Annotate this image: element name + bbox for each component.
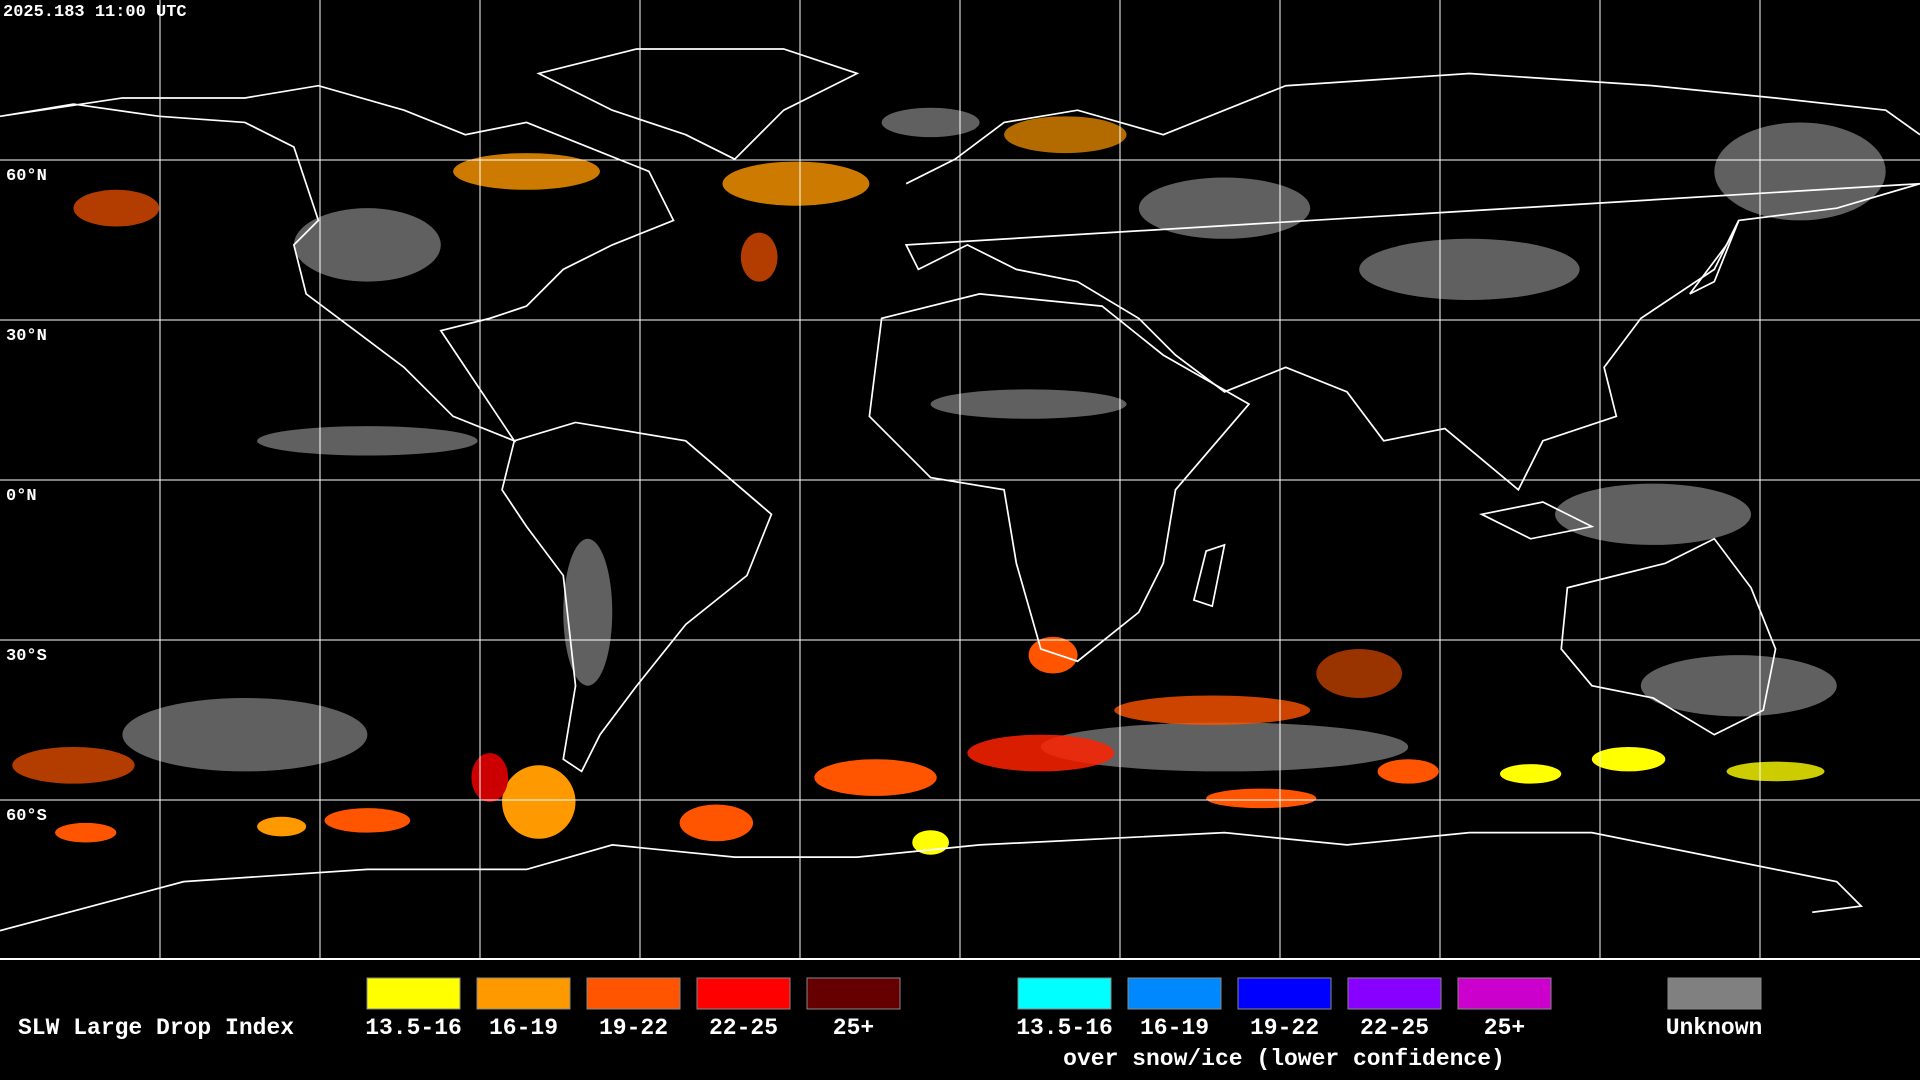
map-layer [0, 48, 1920, 932]
snow-caption: over snow/ice (lower confidence) [1063, 1046, 1505, 1072]
legend-label: 13.5-16 [1016, 1015, 1113, 1041]
latitude-label: 30°S [6, 647, 47, 666]
timestamp: 2025.183 11:00 UTC [3, 3, 187, 22]
legend-swatch [1127, 977, 1222, 1010]
coastlines [0, 48, 1920, 932]
legend-label: 25+ [1484, 1015, 1525, 1041]
legend-swatch [1017, 977, 1112, 1010]
legend-label: 16-19 [489, 1015, 558, 1041]
legend-swatch [806, 977, 901, 1010]
legend-label: 19-22 [1250, 1015, 1319, 1041]
legend-label: 13.5-16 [365, 1015, 462, 1041]
legend-swatch [1237, 977, 1332, 1010]
legend-swatch [366, 977, 461, 1010]
legend-swatch [1667, 977, 1762, 1010]
latitude-label: 60°N [6, 167, 47, 186]
legend-label: 22-25 [709, 1015, 778, 1041]
legend-label: 19-22 [599, 1015, 668, 1041]
legend-swatch [1457, 977, 1552, 1010]
legend-swatch [1347, 977, 1442, 1010]
map-border [0, 958, 1920, 960]
legend-swatch [586, 977, 681, 1010]
latitude-label: 60°S [6, 807, 47, 826]
legend-label: 25+ [833, 1015, 874, 1041]
legend-title: SLW Large Drop Index [18, 1015, 294, 1041]
legend-label: Unknown [1666, 1015, 1763, 1041]
latitude-label: 0°N [6, 487, 37, 506]
unknown-cloud-areas [122, 107, 1886, 772]
graticule [0, 0, 1920, 958]
legend-swatch [696, 977, 791, 1010]
legend-label: 22-25 [1360, 1015, 1429, 1041]
legend-label: 16-19 [1140, 1015, 1209, 1041]
latitude-label: 30°N [6, 327, 47, 346]
legend-swatch [476, 977, 571, 1010]
